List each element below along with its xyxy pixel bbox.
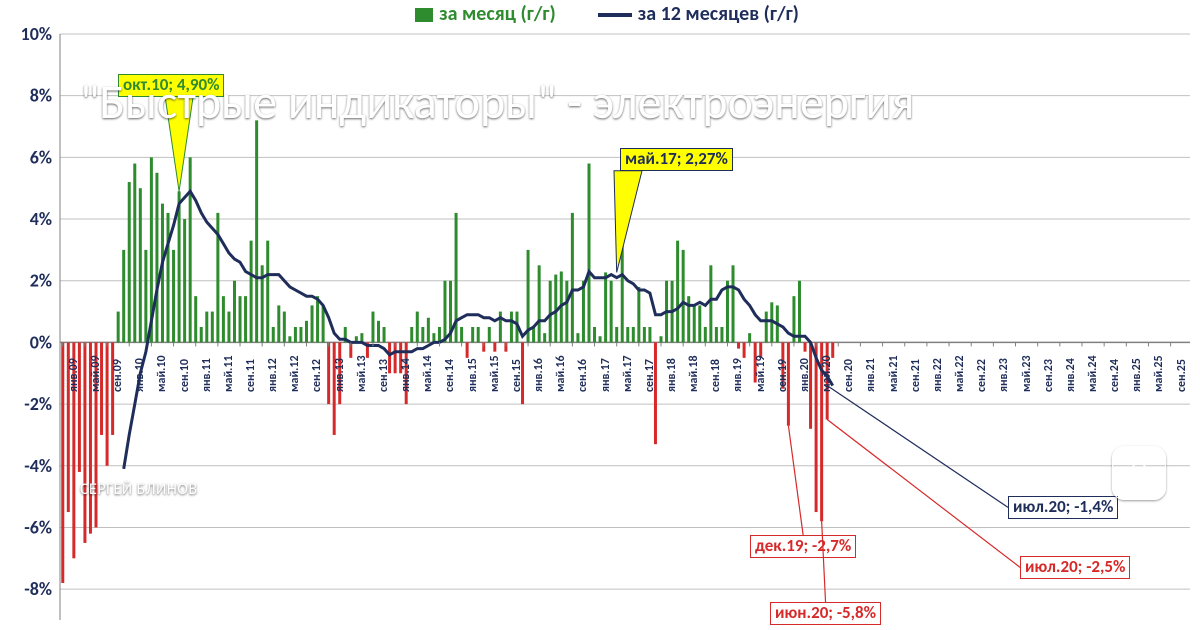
author-label: СЕРГЕЙ БЛИНОВ [80, 480, 198, 499]
callout-label: июл.20; -1,4% [1008, 496, 1118, 519]
svg-text:4%: 4% [30, 208, 52, 230]
svg-text:-4%: -4% [24, 455, 52, 477]
svg-text:8%: 8% [30, 85, 52, 107]
svg-text:6%: 6% [30, 146, 52, 168]
legend: за месяц (г/г)за 12 месяцев (г/г) [0, 2, 1200, 26]
svg-text:-6%: -6% [24, 516, 52, 538]
callout-label: дек.19; -2,7% [750, 535, 856, 558]
chart-container: за месяц (г/г)за 12 месяцев (г/г) -8% -6%… [0, 0, 1200, 630]
svg-text:0%: 0% [30, 331, 52, 353]
svg-text:-2%: -2% [24, 393, 52, 415]
svg-text:-8%: -8% [24, 578, 52, 600]
callout-label: июн.20; -5,8% [770, 602, 881, 625]
svg-text:10%: 10% [21, 23, 52, 45]
zen-icon [1112, 446, 1166, 500]
callout-label: май.17; 2,27% [620, 148, 733, 171]
svg-text:2%: 2% [30, 270, 52, 292]
page-title: "Быстрые индикаторы" - электроэнергия [80, 72, 1080, 132]
callout-label: июл.20; -2,5% [1020, 556, 1130, 579]
